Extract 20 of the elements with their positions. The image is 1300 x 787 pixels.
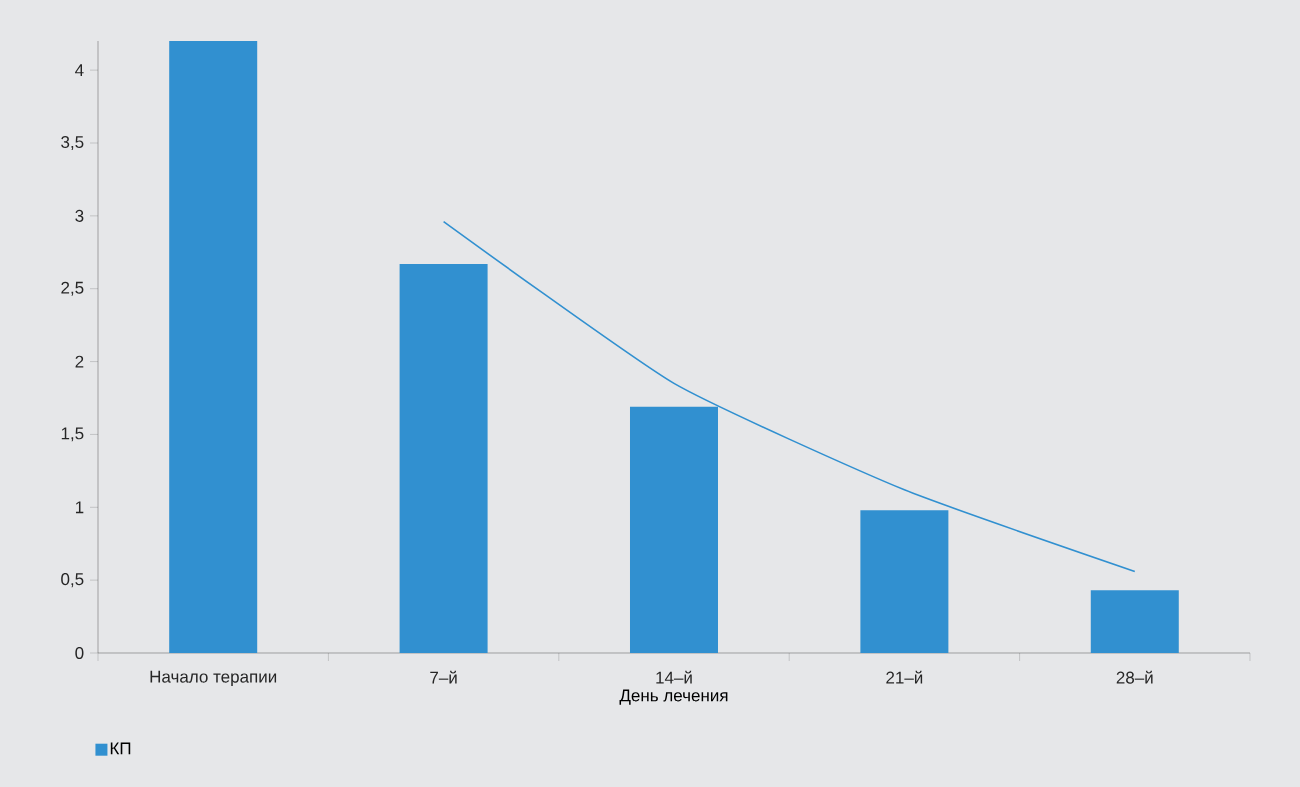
bar bbox=[399, 263, 488, 653]
bar bbox=[860, 510, 949, 653]
bar bbox=[1090, 590, 1179, 653]
y-tick-label: 1 bbox=[75, 501, 84, 514]
x-tick-label: 14–й bbox=[656, 670, 692, 684]
y-tick-label: 2 bbox=[75, 355, 84, 368]
x-tick-label: Начало терапии bbox=[150, 670, 277, 687]
legend-label: КП bbox=[110, 742, 131, 755]
y-tick-label: 3 bbox=[75, 209, 84, 222]
y-tick-label: 2,5 bbox=[61, 281, 84, 296]
y-tick-label: 1,5 bbox=[61, 427, 84, 442]
y-tick-label: 0,5 bbox=[61, 573, 84, 588]
y-tick-label: 4 bbox=[75, 64, 84, 76]
x-axis-title: День лечения bbox=[619, 689, 728, 705]
bar bbox=[169, 40, 258, 653]
x-tick-label: 28–й bbox=[1116, 670, 1153, 684]
x-tick-label: 7–й bbox=[430, 670, 457, 684]
y-tick-label: 0 bbox=[75, 646, 84, 660]
y-tick-label: 3,5 bbox=[61, 135, 84, 151]
x-tick-label: 21–й bbox=[886, 670, 923, 684]
